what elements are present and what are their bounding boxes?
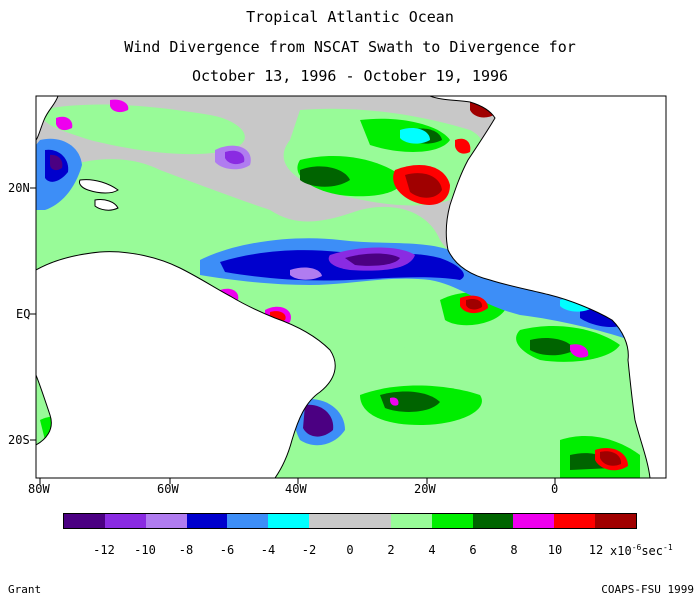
colorbar-swatch: [64, 514, 105, 528]
colorbar-swatch: [309, 514, 351, 528]
colorbar-swatch: [472, 514, 514, 528]
strong-divergence-areas: [60, 128, 612, 470]
land-masses: [36, 96, 666, 478]
colorbar-swatch: [595, 514, 637, 528]
cuba-island: [79, 179, 119, 194]
footer-author: Grant: [8, 583, 42, 596]
colorbar: [63, 513, 637, 529]
negative-divergence-belt: [36, 97, 662, 446]
colorbar-swatch: [554, 514, 596, 528]
colorbar-tick-label: -12: [93, 543, 115, 557]
lon-label-40w: 40W: [285, 482, 307, 496]
colorbar-swatch: [513, 514, 555, 528]
lon-label-80w: 80W: [28, 482, 50, 496]
footer-credit: COAPS-FSU 1999: [601, 583, 694, 596]
colorbar-tick-label: 4: [428, 543, 436, 557]
colorbar-swatch: [268, 514, 310, 528]
lon-label-20w: 20W: [414, 482, 436, 496]
lat-label-20s: 20S: [8, 433, 30, 447]
colorbar-tick-label: 10: [547, 543, 563, 557]
colorbar-tick-label: 0: [346, 543, 354, 557]
colorbar-tick-label: -6: [219, 543, 235, 557]
colorbar-tick-label: -2: [301, 543, 317, 557]
title-line-3: October 13, 1996 - October 19, 1996: [191, 67, 509, 85]
colorbar-swatch: [350, 514, 391, 528]
colorbar-swatch: [390, 514, 432, 528]
colorbar-tick-label: 12: [588, 543, 604, 557]
colorbar-swatch: [431, 514, 473, 528]
colorbar-tick-label: 2: [387, 543, 395, 557]
colorbar-unit: x10-6sec-1: [610, 543, 673, 558]
lat-label-eq: EQ: [16, 307, 31, 321]
africa-land: [429, 96, 666, 478]
north-america-land: [36, 96, 59, 141]
title-line-2: Wind Divergence from NSCAT Swath to Dive…: [124, 38, 576, 56]
lon-label-60w: 60W: [157, 482, 179, 496]
colorbar-tick-label: -8: [178, 543, 194, 557]
colorbar-tick-label: 6: [469, 543, 477, 557]
title-line-1: Tropical Atlantic Ocean: [246, 8, 454, 26]
colorbar-swatch: [145, 514, 187, 528]
colorbar-tick-label: -10: [134, 543, 156, 557]
map-frame: [35, 95, 667, 479]
colorbar-tick-label: 8: [510, 543, 518, 557]
high-divergence-areas: [56, 98, 628, 471]
colorbar-swatch: [186, 514, 228, 528]
lat-label-20n: 20N: [8, 181, 30, 195]
colorbar-swatch: [227, 514, 269, 528]
colorbar-tick-label: -4: [260, 543, 276, 557]
south-america-land: [36, 251, 336, 478]
lon-label-0: 0: [551, 482, 559, 496]
hispaniola-island: [94, 199, 119, 211]
colorbar-swatch: [104, 514, 146, 528]
